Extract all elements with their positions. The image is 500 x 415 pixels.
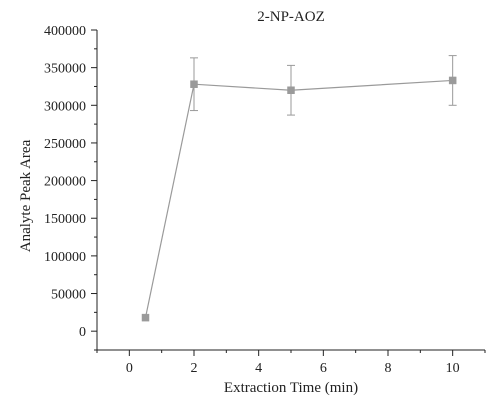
y-tick-label: 150000 [44, 212, 86, 227]
data-point-marker [141, 313, 150, 322]
y-tick-label: 250000 [44, 137, 86, 152]
x-tick-label: 10 [446, 361, 460, 376]
data-point-marker [448, 76, 457, 85]
y-tick-label: 300000 [44, 99, 86, 114]
chart-title: 2-NP-AOZ [257, 9, 325, 25]
y-tick-label: 50000 [51, 288, 86, 303]
x-tick-label: 4 [255, 361, 262, 376]
x-tick-label: 2 [191, 361, 198, 376]
y-tick-label: 350000 [44, 62, 86, 77]
data-point-marker [287, 86, 295, 94]
x-axis-title: Extraction Time (min) [224, 380, 358, 396]
x-tick-label: 0 [126, 361, 133, 376]
y-tick-label: 200000 [44, 175, 86, 190]
data-point-marker [190, 80, 198, 88]
x-tick-label: 6 [320, 361, 327, 376]
series-layer [141, 55, 457, 322]
y-tick-label: 0 [79, 325, 86, 340]
axes: 0 50000 100000 150000 200000 250000 300000 3500… [44, 24, 486, 376]
x-tick-label: 8 [385, 361, 392, 376]
y-tick-label: 400000 [44, 24, 86, 39]
series-line [144, 79, 453, 318]
y-axis-title: Analyte Peak Area [18, 139, 34, 252]
y-tick-label: 100000 [44, 250, 86, 265]
